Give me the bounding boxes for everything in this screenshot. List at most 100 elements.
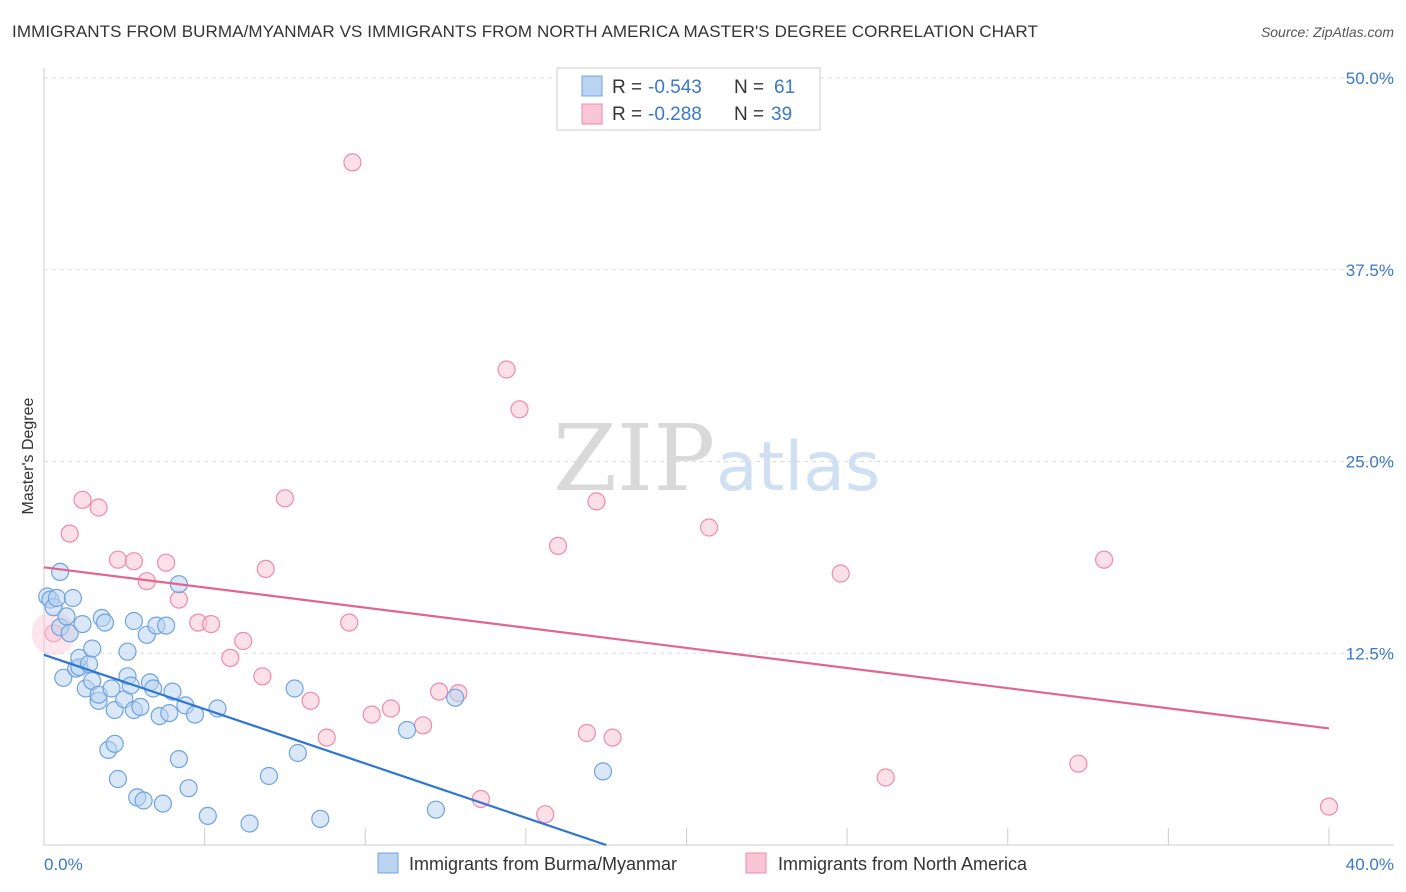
north-america-point-2	[73, 490, 92, 509]
burma-point-60	[593, 762, 613, 781]
burma-point-41	[153, 794, 172, 813]
source-label: Source: ZipAtlas.com	[1260, 24, 1394, 40]
north-america-point-16	[301, 691, 320, 710]
burma-trend-line	[43, 653, 607, 847]
north-america-point-15	[275, 489, 294, 508]
burma-point-35	[134, 791, 153, 810]
y-tick-labels: 12.5% 25.0% 37.5% 50.0%	[1346, 69, 1394, 663]
y-tick-label-3: 50.0%	[1346, 69, 1394, 88]
north-america-point-26	[497, 360, 516, 379]
burma-point-34	[131, 697, 150, 717]
burma-point-57	[397, 720, 417, 740]
north-america-point-22	[414, 716, 433, 735]
correlation-legend: R = -0.543 N = 61 R = -0.288 N = 39	[556, 67, 821, 131]
legend-n-value-2: 39	[771, 104, 792, 125]
legend-swatch-blue	[581, 75, 603, 97]
north-america-point-11	[221, 648, 240, 668]
series-legend-swatch-pink	[745, 852, 767, 874]
burma-point-26	[108, 769, 128, 789]
series-burma-points	[38, 562, 613, 833]
legend-n-value-1: 61	[774, 77, 795, 98]
north-america-point-29	[548, 536, 568, 556]
burma-point-48	[179, 779, 198, 798]
north-america-point-27	[510, 400, 529, 419]
north-america-point-20	[362, 705, 381, 724]
burma-point-6	[54, 668, 73, 687]
legend-swatch-pink	[581, 103, 603, 125]
north-america-point-34	[831, 564, 850, 583]
north-america-trend-line	[43, 566, 1330, 730]
legend-n-label-2: N =	[734, 104, 764, 125]
legend-n-label-1: N =	[734, 77, 764, 98]
chart-title: IMMIGRANTS FROM BURMA/MYANMAR VS IMMIGRA…	[12, 22, 1038, 41]
north-america-point-28	[536, 805, 555, 824]
burma-point-58	[426, 800, 445, 819]
x-tick-label-min: 0.0%	[44, 855, 83, 874]
burma-point-59	[446, 688, 465, 707]
burma-point-53	[259, 766, 278, 786]
burma-point-43	[160, 703, 179, 723]
north-america-point-37	[1094, 550, 1114, 569]
burma-point-56	[311, 809, 330, 829]
burma-point-9	[63, 588, 83, 608]
north-america-point-7	[157, 553, 176, 572]
burma-point-16	[83, 639, 102, 658]
north-america-point-31	[587, 492, 606, 511]
x-axis-ticks	[204, 828, 1330, 845]
north-america-point-14	[256, 559, 275, 579]
y-axis-label: Master's Degree	[20, 397, 37, 514]
y-tick-label-1: 25.0%	[1346, 453, 1394, 472]
burma-point-13	[73, 614, 92, 634]
north-america-point-33	[699, 518, 719, 537]
grid-lines	[44, 77, 1394, 654]
burma-point-8	[60, 624, 79, 643]
north-america-point-8	[169, 590, 188, 609]
burma-point-42	[157, 616, 176, 635]
north-america-point-30	[577, 723, 597, 743]
north-america-point-13	[253, 667, 272, 686]
burma-point-55	[288, 743, 307, 763]
burma-point-50	[198, 806, 217, 826]
legend-r-label-2: R =	[612, 104, 642, 125]
legend-r-label-1: R =	[612, 77, 642, 98]
burma-point-4	[50, 562, 70, 582]
north-america-point-17	[317, 728, 336, 747]
burma-point-32	[124, 611, 143, 631]
burma-point-23	[102, 679, 121, 698]
burma-point-3	[47, 588, 67, 608]
north-america-point-36	[1069, 754, 1088, 773]
burma-point-24	[105, 734, 124, 753]
north-america-point-18	[340, 613, 359, 632]
north-america-point-3	[89, 498, 108, 517]
burma-point-52	[240, 814, 259, 833]
burma-point-7	[57, 607, 76, 626]
burma-point-54	[285, 679, 304, 698]
legend-r-value-1: -0.543	[648, 77, 702, 98]
legend-r-value-2: -0.288	[648, 104, 702, 125]
north-america-point-1	[60, 524, 79, 543]
burma-point-30	[121, 676, 140, 695]
watermark-atlas: atlas	[716, 428, 880, 507]
burma-point-45	[169, 749, 188, 769]
x-tick-label-max: 40.0%	[1346, 855, 1394, 874]
north-america-point-10	[202, 614, 221, 634]
north-america-point-23	[430, 682, 449, 701]
north-america-point-4	[108, 550, 128, 569]
series-legend-label-pink: Immigrants from North America	[778, 854, 1028, 874]
series-legend-swatch-blue	[377, 852, 399, 874]
trend-lines	[43, 566, 1330, 847]
y-tick-label-0: 12.5%	[1346, 644, 1394, 663]
north-america-point-12	[234, 631, 253, 651]
y-tick-label-2: 37.5%	[1346, 261, 1394, 280]
burma-point-29	[118, 642, 137, 661]
north-america-point-5	[124, 552, 143, 571]
series-legend: Immigrants from Burma/Myanmar Immigrants…	[377, 852, 1028, 874]
burma-point-21	[95, 613, 115, 632]
series-legend-label-blue: Immigrants from Burma/Myanmar	[409, 854, 677, 874]
north-america-point-38	[1319, 797, 1339, 816]
north-america-point-35	[876, 768, 895, 787]
north-america-point-21	[381, 699, 401, 718]
north-america-point-32	[603, 728, 622, 747]
watermark-zip: ZIP	[553, 405, 715, 512]
